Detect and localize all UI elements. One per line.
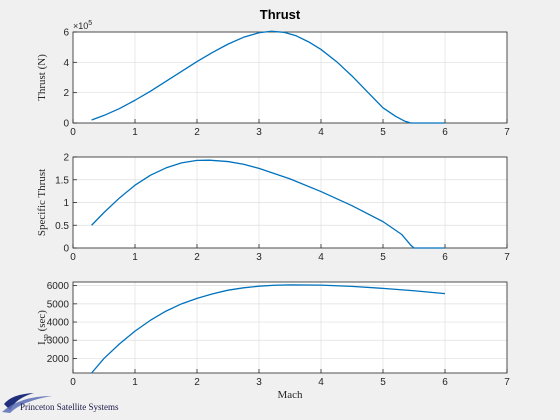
x-tick-label: 5	[380, 377, 386, 388]
y-tick-label: 0	[63, 119, 69, 130]
y-tick-label: 0	[63, 244, 69, 255]
logo-swoosh-accent-icon	[2, 396, 52, 413]
axes-frame	[72, 31, 508, 124]
y-axis-label: Thrust (N)	[36, 54, 48, 101]
y-tick-label: 4	[63, 58, 69, 69]
data-series-line	[91, 159, 445, 249]
y-tick-label: 2	[63, 153, 69, 164]
y-tick-label: 6000	[47, 281, 70, 292]
y-exponent-label: ×105	[73, 20, 92, 31]
x-tick-label: 7	[504, 127, 510, 138]
x-axis-label: Mach	[277, 389, 303, 401]
x-tick-label: 1	[132, 252, 138, 263]
y-tick-label: 2	[63, 88, 69, 99]
company-logo: Princeton Satellite Systems	[2, 393, 119, 413]
y-tick-label: 2000	[47, 354, 70, 365]
x-tick-label: 7	[504, 377, 510, 388]
y-tick-label: 3000	[47, 336, 70, 347]
data-series-line	[91, 284, 446, 374]
logo-text: Princeton Satellite Systems	[20, 402, 119, 412]
x-tick-label: 0	[70, 127, 76, 138]
x-tick-label: 7	[504, 252, 510, 263]
x-tick-label: 6	[442, 252, 448, 263]
y-tick-label: 4000	[47, 318, 70, 329]
chart-title: Thrust	[260, 7, 301, 22]
axes-group: 0 1 2 3 4 5 6 7 0 2 4 6 ×105 Thrust (N) 0 1 2 3 4 5 6 7 0 0.5 1 1…	[36, 20, 510, 401]
subplot-2: 0 1 2 3 4 5 6 7 0 0.5 1 1.5 2 Specific Thrust	[36, 153, 510, 264]
x-tick-label: 4	[318, 127, 324, 138]
x-tick-label: 0	[70, 377, 76, 388]
x-tick-label: 3	[256, 127, 262, 138]
y-tick-label: 1.5	[55, 175, 69, 186]
plot-area	[73, 282, 507, 373]
x-tick-label: 1	[132, 127, 138, 138]
axes-frame	[72, 281, 508, 374]
x-tick-label: 6	[442, 377, 448, 388]
x-tick-label: 5	[380, 127, 386, 138]
subplot-1: 0 1 2 3 4 5 6 7 0 2 4 6 ×105 Thrust (N)	[36, 20, 510, 138]
subplot-3: 0 1 2 3 4 5 6 7 2000 3000 4000 5000 6000 Isp (sec) Mac…	[36, 281, 510, 401]
y-axis-label: Specific Thrust	[36, 169, 48, 236]
y-tick-label: 5000	[47, 299, 70, 310]
x-tick-label: 6	[442, 127, 448, 138]
x-tick-label: 0	[70, 252, 76, 263]
y-tick-label: 1	[63, 198, 69, 209]
y-axis-label: Isp (sec)	[36, 310, 50, 345]
x-tick-label: 2	[194, 377, 200, 388]
x-tick-label: 1	[132, 377, 138, 388]
plot-area	[73, 32, 507, 123]
y-tick-label: 6	[63, 28, 69, 39]
x-tick-label: 4	[318, 252, 324, 263]
x-tick-label: 4	[318, 377, 324, 388]
x-tick-label: 5	[380, 252, 386, 263]
x-tick-label: 3	[256, 252, 262, 263]
x-tick-label: 2	[194, 127, 200, 138]
y-tick-label: 0.5	[55, 221, 69, 232]
data-series-line	[91, 30, 445, 124]
x-tick-label: 3	[256, 377, 262, 388]
x-tick-label: 2	[194, 252, 200, 263]
